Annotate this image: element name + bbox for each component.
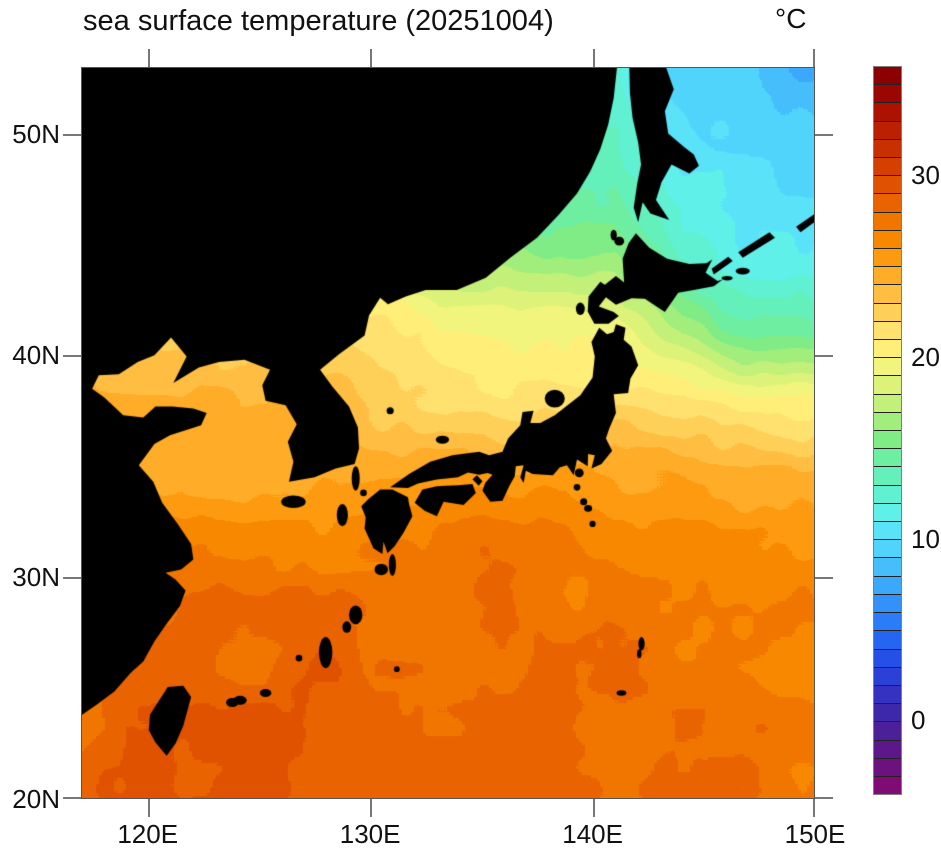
colorbar-segment: [874, 357, 901, 376]
lon-tick-label: 150E: [784, 819, 846, 849]
colorbar-segment: [874, 684, 901, 704]
lat-tick-right: [815, 797, 833, 799]
colorbar-segment: [874, 539, 901, 558]
colorbar-segment: [874, 193, 901, 212]
lon-tick-label: 120E: [117, 819, 179, 849]
colorbar-segment: [874, 229, 901, 249]
colorbar-segment: [874, 84, 901, 103]
colorbar-segment: [874, 211, 901, 230]
colorbar-segment: [874, 393, 901, 412]
colorbar-tick-label: 0: [911, 705, 926, 736]
lon-tick-top: [592, 49, 595, 67]
colorbar-segment: [874, 575, 901, 594]
colorbar-segment: [874, 120, 901, 139]
figure-title: sea surface temperature (20251004): [83, 5, 554, 37]
unit-label: °C: [775, 3, 807, 34]
lat-tick-left: [63, 133, 81, 136]
lon-tick-top: [813, 49, 815, 67]
colorbar-tick-label: 10: [911, 523, 940, 554]
colorbar-segment: [874, 138, 901, 158]
colorbar-segment: [874, 757, 901, 776]
sst-map-canvas: [81, 67, 815, 799]
lat-tick-right: [815, 133, 833, 136]
lon-tick-label: 140E: [562, 819, 623, 849]
lon-tick-top: [147, 49, 150, 67]
colorbar-segment: [874, 284, 901, 303]
colorbar-segment: [874, 502, 901, 522]
colorbar-segment: [874, 612, 901, 631]
colorbar-segment: [874, 557, 901, 576]
lat-tick-left: [63, 797, 81, 799]
colorbar-segment: [874, 430, 901, 449]
lat-tick-label: 30N: [12, 562, 60, 593]
colorbar-tick-label: 30: [911, 160, 940, 191]
lon-tick-top: [370, 49, 373, 67]
lat-tick-label: 40N: [12, 340, 60, 371]
colorbar-segment: [874, 375, 901, 394]
colorbar-segment: [874, 484, 901, 503]
colorbar-segment: [874, 266, 901, 285]
colorbar-segment: [874, 721, 901, 740]
colorbar-segment: [874, 466, 901, 485]
lat-tick-label: 20N: [12, 784, 60, 814]
colorbar-segment: [874, 248, 901, 267]
colorbar-segment: [874, 593, 901, 613]
colorbar-segment: [874, 739, 901, 758]
colorbar-segment: [874, 339, 901, 358]
colorbar-segment: [874, 320, 901, 340]
colorbar-segment: [874, 302, 901, 321]
colorbar-segment: [874, 648, 901, 667]
colorbar-segment: [874, 448, 901, 467]
lat-tick-left: [63, 355, 81, 358]
colorbar-segment: [874, 411, 901, 431]
lon-tick-label: 130E: [339, 819, 401, 849]
colorbar-segment: [874, 703, 901, 722]
colorbar-tick-label: 20: [911, 341, 940, 372]
colorbar: [873, 66, 902, 795]
colorbar-segment: [874, 630, 901, 649]
colorbar-segment: [874, 102, 901, 121]
lon-tick-bottom: [370, 799, 373, 817]
lat-tick-right: [815, 577, 833, 580]
lon-tick-bottom: [592, 799, 595, 817]
colorbar-segment: [874, 775, 901, 795]
colorbar-segment: [874, 521, 901, 540]
lon-tick-bottom: [147, 799, 150, 817]
colorbar-segment: [874, 175, 901, 194]
lon-tick-bottom: [813, 799, 815, 817]
colorbar-segment: [874, 666, 901, 685]
lat-tick-label: 50N: [12, 118, 60, 149]
lat-tick-left: [63, 577, 81, 580]
lat-tick-right: [815, 355, 833, 358]
colorbar-segment: [874, 157, 901, 176]
colorbar-segment: [874, 67, 901, 85]
